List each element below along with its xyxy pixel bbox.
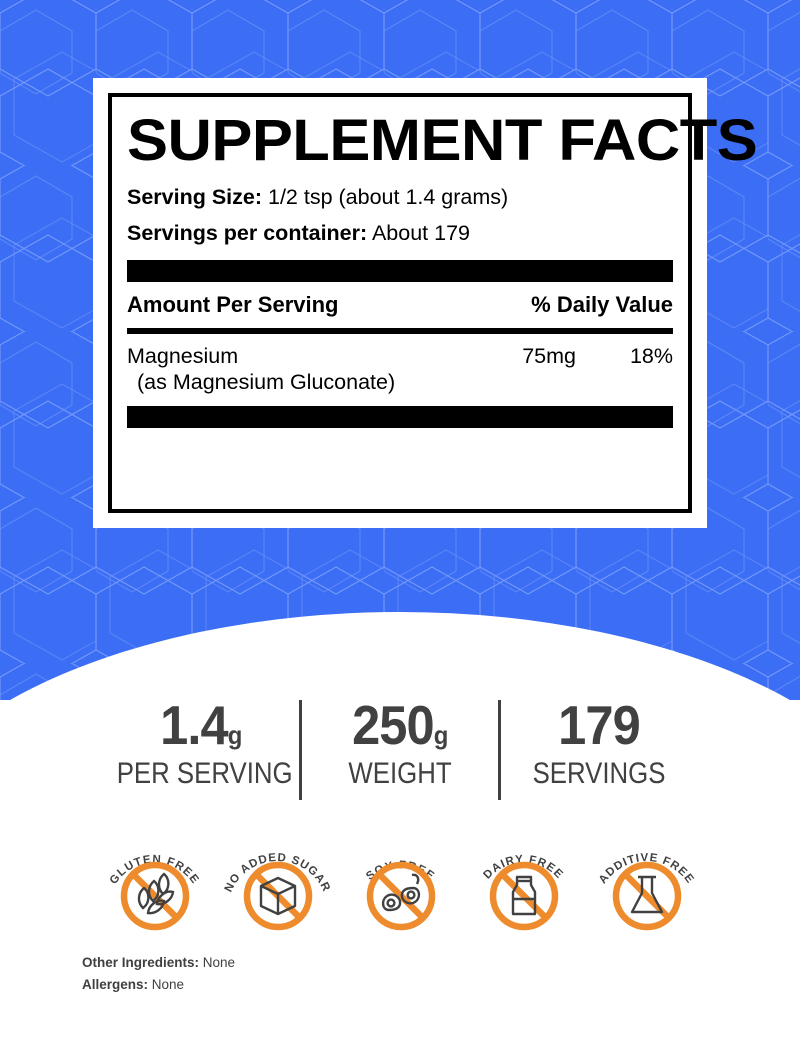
flask-icon [612, 861, 681, 931]
nutrient-source-name: (as Magnesium Gluconate) [137, 370, 396, 395]
stats-divider-1 [299, 700, 302, 800]
badge-dairy-free: DAIRY FREE [462, 832, 585, 940]
stat-weight: 250g WEIGHT [302, 698, 498, 791]
table-row: Magnesium 75mg 18% (as Magnesium Glucona… [127, 334, 673, 397]
table-bottom-rule [127, 406, 673, 429]
nutrient-main-line: Magnesium 75mg 18% [127, 343, 673, 370]
servings-per-container-label: Servings per container: [127, 220, 368, 245]
column-header-daily-value: % Daily Value [531, 291, 673, 317]
servings-per-container-line: Servings per container: About 179 [127, 220, 673, 247]
stats-row: 1.4g PER SERVING 250g WEIGHT 179 SERVING… [0, 698, 800, 810]
stat-weight-label: WEIGHT [348, 757, 452, 790]
other-ingredients-label: Other Ingredients: [82, 955, 200, 970]
stats-divider-2 [498, 700, 501, 800]
supplement-facts-border-box: SUPPLEMENT FACTS Serving Size: 1/2 tsp (… [108, 93, 758, 513]
badge-additive-free: ADDITIVE FREE [585, 832, 708, 940]
stat-weight-value: 250g [352, 694, 449, 756]
table-header-rule [127, 327, 673, 334]
allergens-label: Allergens: [82, 976, 149, 992]
serving-size-value: 1/2 tsp (about 1.4 grams) [268, 184, 509, 209]
stat-servings-value: 179 [558, 694, 641, 756]
other-ingredients-line: Other Ingredients: None [82, 952, 235, 974]
soybean-icon [366, 861, 435, 931]
allergens-value: None [151, 976, 185, 992]
milk-bottle-icon [489, 861, 558, 931]
badge-additive-free-label: ADDITIVE FREE [596, 852, 694, 886]
nutrient-name: Magnesium [127, 343, 239, 368]
allergens-line: Allergens: None [82, 974, 235, 996]
certification-badges-row: GLUTEN FREE NO ADDED SUGAR [0, 832, 800, 940]
column-header-amount: Amount Per Serving [127, 291, 339, 317]
badge-gluten-free: GLUTEN FREE [93, 832, 216, 940]
badge-no-added-sugar-label: NO ADDED SUGAR [222, 852, 331, 894]
stat-per-serving-label: PER SERVING [116, 757, 293, 790]
nutrient-amount: 75mg [522, 343, 576, 368]
badge-no-added-sugar: NO ADDED SUGAR [216, 832, 339, 940]
svg-text:NO ADDED SUGAR: NO ADDED SUGAR [222, 852, 332, 894]
servings-per-container-value: About 179 [371, 220, 470, 245]
footer-notes: Other Ingredients: None Allergens: None [82, 952, 235, 996]
stat-weight-unit: g [433, 720, 449, 750]
stat-per-serving: 1.4g PER SERVING [103, 698, 299, 791]
wheat-icon [120, 861, 189, 931]
sugar-cube-icon [243, 861, 312, 931]
stat-per-serving-unit: g [227, 720, 243, 750]
table-header-row: Amount Per Serving % Daily Value [127, 282, 673, 328]
svg-text:ADDITIVE FREE: ADDITIVE FREE [596, 852, 695, 886]
page-title: SUPPLEMENT FACTS [127, 108, 758, 173]
nutrient-daily-value: 18% [629, 343, 673, 368]
badge-soy-free: SOY FREE [339, 832, 462, 940]
table-top-rule [127, 259, 673, 282]
stat-servings-label: SERVINGS [532, 757, 666, 790]
stat-per-serving-value: 1.4g [160, 694, 243, 756]
other-ingredients-value: None [202, 955, 236, 970]
supplement-facts-card: SUPPLEMENT FACTS Serving Size: 1/2 tsp (… [93, 78, 758, 528]
serving-size-label: Serving Size: [127, 184, 263, 209]
stat-servings: 179 SERVINGS [501, 698, 697, 791]
serving-size-line: Serving Size: 1/2 tsp (about 1.4 grams) [127, 184, 673, 211]
